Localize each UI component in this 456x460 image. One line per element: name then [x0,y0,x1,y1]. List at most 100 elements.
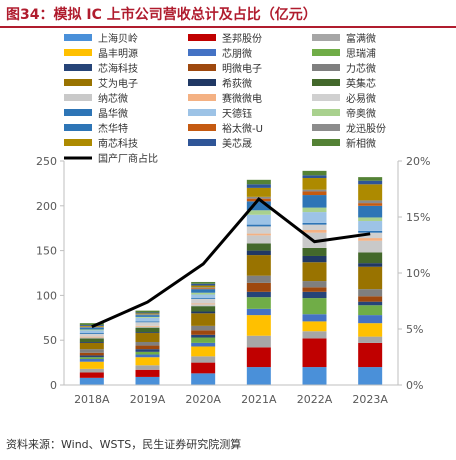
bar-segment [135,351,160,355]
legend-swatch [188,34,216,41]
bar-segment [302,178,327,190]
legend-label: 英集芯 [346,77,376,90]
bar-segment [302,224,327,230]
bar-segment [358,180,383,185]
bar-segment [135,345,160,350]
bar-segment [246,184,271,188]
bar-segment [246,233,271,236]
legend-swatch [312,79,340,86]
legend-label: 晶丰明源 [98,47,138,60]
axes: 0 50 100 150 200 250 0% 5% 10% 15% 20% 2018A 2019A 20… [36,155,430,406]
bar-segment [135,312,160,314]
y2-tick-label: 0% [406,379,423,392]
bar-segment [246,179,271,185]
bar-segment [302,262,327,282]
bar-segment [191,313,216,326]
legend-label: 纳芯微 [98,92,128,105]
bar-segment [79,323,104,325]
bar-segment [135,365,160,370]
bar-segment [79,326,104,328]
legend-line-label: 国产厂商占比 [98,152,158,165]
bar-segment [302,338,327,368]
legend-label: 帝奥微 [346,107,376,120]
bar-segment [79,357,104,360]
bar-segment [358,177,383,181]
bar-segment [246,282,271,292]
legend-label: 力芯微 [346,62,376,75]
bar-segment [135,310,160,313]
legend-swatch [312,64,340,71]
bar-segment [191,346,216,357]
bar-segment [302,281,327,288]
legend-label: 艾为电子 [98,77,138,90]
x-tick-label: 2020A [185,393,221,406]
bar-segment [302,212,327,223]
bar-segment [246,235,271,244]
bar-segment [135,313,160,315]
y-tick-label: 0 [50,379,57,392]
bar-segment [358,184,383,201]
legend-swatch [64,124,92,131]
bar-segment [79,352,104,356]
bar-segment [135,315,160,317]
bar-segment [191,298,216,304]
x-tick-label: 2023A [352,393,388,406]
bar-segment [358,205,383,218]
chart-title: 图34：模拟 IC 上市公司营收总计及占比（亿元） [6,7,317,23]
bar-segment [79,359,104,362]
bar-segment [79,338,104,342]
title-bar: 图34：模拟 IC 上市公司营收总计及占比（亿元） [0,0,456,28]
share-line [91,197,371,329]
bar-segment [79,329,104,331]
bar-segment [246,255,271,276]
bar-segment [79,368,104,373]
bar-segment [358,342,383,368]
bar-segment [79,355,104,358]
bar-segment [135,322,160,326]
legend-label: 希荻微 [222,77,252,90]
bar-segment [79,342,104,350]
bar-segment [135,316,160,318]
bar-segment [358,263,383,267]
legend-label: 圣邦股份 [222,32,262,45]
legend-label: 裕太微-U [222,122,263,135]
bars [79,170,383,385]
bar-segment [79,327,104,330]
legend-swatch [312,124,340,131]
bar-segment [246,214,271,225]
bar-segment [191,281,216,284]
bar-segment [246,275,271,283]
bar-segment [79,372,104,378]
bar-segment [246,315,271,336]
bar-segment [79,330,104,334]
legend-swatch [64,109,92,116]
x-tick-label: 2018A [74,393,110,406]
bar-segment [246,367,271,385]
share-line-path [91,197,371,329]
legend-label: 思瑞浦 [346,47,376,60]
legend-swatch [64,64,92,71]
bar-segment [246,308,271,316]
bar-segment [135,325,160,327]
legend-swatch [188,49,216,56]
bar-segment [79,341,104,343]
bar-segment [302,321,327,332]
legend-swatch [188,94,216,101]
bar-segment [358,289,383,297]
bar-segment [191,337,216,343]
bar-segment [246,347,271,368]
bar-segment [79,337,104,339]
bar-segment [191,285,216,288]
legend-swatch [312,139,340,146]
bar-segment [191,306,216,312]
bar-segment [302,191,327,196]
legend-label: 天德钰 [222,107,252,120]
legend-swatch [188,124,216,131]
legend-swatch [64,139,92,146]
bar-segment [302,287,327,292]
legend-label: 晶华微 [98,107,128,120]
bar-segment [358,217,383,222]
bar-segment [302,189,327,192]
bar-segment [358,315,383,324]
